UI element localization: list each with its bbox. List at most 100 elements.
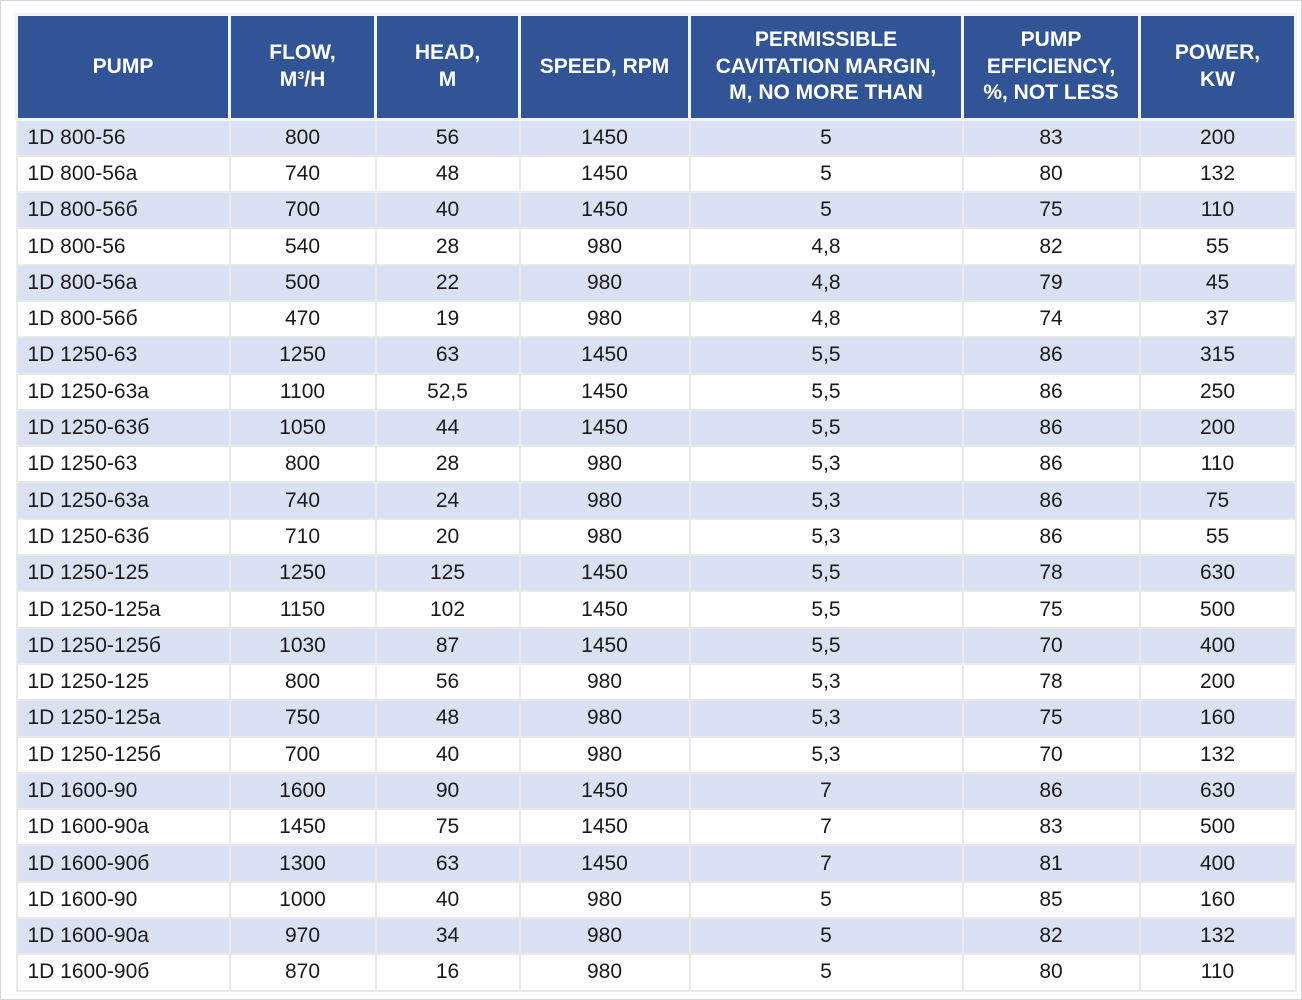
head-cell: 16 bbox=[374, 953, 521, 992]
flow-cell: 1250 bbox=[228, 336, 377, 375]
flow-cell: 800 bbox=[228, 445, 377, 484]
flow-cell: 1250 bbox=[228, 554, 377, 593]
flow-cell: 540 bbox=[228, 227, 377, 266]
table-row: 1D 1600-90 1600 90 1450 7 86 630 bbox=[15, 771, 1297, 811]
power-cell: 200 bbox=[1138, 118, 1297, 157]
power-cell: 55 bbox=[1138, 517, 1297, 557]
head-cell: 63 bbox=[374, 844, 521, 883]
cavitation-margin-cell: 5 bbox=[688, 118, 964, 157]
speed-cell: 1450 bbox=[518, 590, 691, 629]
head-cell: 125 bbox=[374, 554, 521, 593]
column-header-cavitation: PERMISSIBLE CAVITATION MARGIN, M, NO MOR… bbox=[688, 13, 964, 121]
pump-name-cell: 1D 1600-90 bbox=[15, 771, 231, 811]
pump-name-cell: 1D 1600-90б bbox=[15, 844, 231, 883]
pump-name-cell: 1D 1250-63 bbox=[15, 336, 231, 375]
speed-cell: 1450 bbox=[518, 336, 691, 375]
speed-cell: 1450 bbox=[518, 154, 691, 194]
efficiency-cell: 70 bbox=[961, 626, 1141, 665]
flow-cell: 870 bbox=[228, 953, 377, 992]
table-row: 1D 800-56б 700 40 1450 5 75 110 bbox=[15, 191, 1297, 230]
power-cell: 200 bbox=[1138, 662, 1297, 702]
head-cell: 87 bbox=[374, 626, 521, 665]
head-cell: 56 bbox=[374, 662, 521, 702]
power-cell: 500 bbox=[1138, 590, 1297, 629]
head-cell: 48 bbox=[374, 154, 521, 194]
pump-name-cell: 1D 1600-90a bbox=[15, 917, 231, 956]
power-cell: 160 bbox=[1138, 699, 1297, 738]
efficiency-cell: 86 bbox=[961, 481, 1141, 520]
power-cell: 45 bbox=[1138, 263, 1297, 302]
flow-cell: 700 bbox=[228, 735, 377, 774]
efficiency-cell: 75 bbox=[961, 699, 1141, 738]
efficiency-cell: 86 bbox=[961, 445, 1141, 484]
speed-cell: 980 bbox=[518, 263, 691, 302]
power-cell: 160 bbox=[1138, 880, 1297, 920]
speed-cell: 1450 bbox=[518, 372, 691, 411]
cavitation-margin-cell: 5,3 bbox=[688, 699, 964, 738]
power-cell: 200 bbox=[1138, 408, 1297, 448]
table-row: 1D 1600-90б 870 16 980 5 80 110 bbox=[15, 953, 1297, 992]
table-row: 1D 1600-90б 1300 63 1450 7 81 400 bbox=[15, 844, 1297, 883]
efficiency-cell: 86 bbox=[961, 408, 1141, 448]
flow-cell: 1050 bbox=[228, 408, 377, 448]
efficiency-cell: 86 bbox=[961, 517, 1141, 557]
head-cell: 48 bbox=[374, 699, 521, 738]
speed-cell: 1450 bbox=[518, 554, 691, 593]
pump-specs-table: PUMP FLOW, M³/H HEAD, M SPEED, RPM PERMI… bbox=[15, 13, 1297, 992]
head-cell: 52,5 bbox=[374, 372, 521, 411]
efficiency-cell: 82 bbox=[961, 917, 1141, 956]
cavitation-margin-cell: 5,3 bbox=[688, 662, 964, 702]
flow-cell: 1300 bbox=[228, 844, 377, 883]
pump-name-cell: 1D 800-56 bbox=[15, 227, 231, 266]
header-row: PUMP FLOW, M³/H HEAD, M SPEED, RPM PERMI… bbox=[15, 13, 1297, 121]
power-cell: 132 bbox=[1138, 154, 1297, 194]
pump-name-cell: 1D 1600-90a bbox=[15, 808, 231, 847]
speed-cell: 980 bbox=[518, 735, 691, 774]
cavitation-margin-cell: 7 bbox=[688, 808, 964, 847]
flow-cell: 740 bbox=[228, 154, 377, 194]
head-cell: 24 bbox=[374, 481, 521, 520]
head-cell: 34 bbox=[374, 917, 521, 956]
speed-cell: 1450 bbox=[518, 808, 691, 847]
speed-cell: 1450 bbox=[518, 191, 691, 230]
table-row: 1D 1600-90a 1450 75 1450 7 83 500 bbox=[15, 808, 1297, 847]
cavitation-margin-cell: 5 bbox=[688, 917, 964, 956]
cavitation-margin-cell: 5,5 bbox=[688, 336, 964, 375]
flow-cell: 1000 bbox=[228, 880, 377, 920]
power-cell: 132 bbox=[1138, 735, 1297, 774]
pump-name-cell: 1D 800-56a bbox=[15, 263, 231, 302]
power-cell: 110 bbox=[1138, 953, 1297, 992]
table-row: 1D 1250-63a 1100 52,5 1450 5,5 86 250 bbox=[15, 372, 1297, 411]
pump-name-cell: 1D 1250-63a bbox=[15, 372, 231, 411]
table-row: 1D 800-56 540 28 980 4,8 82 55 bbox=[15, 227, 1297, 266]
table-row: 1D 1250-63 800 28 980 5,3 86 110 bbox=[15, 445, 1297, 484]
power-cell: 500 bbox=[1138, 808, 1297, 847]
power-cell: 110 bbox=[1138, 445, 1297, 484]
table-row: 1D 1250-125б 700 40 980 5,3 70 132 bbox=[15, 735, 1297, 774]
table-row: 1D 800-56a 500 22 980 4,8 79 45 bbox=[15, 263, 1297, 302]
head-cell: 40 bbox=[374, 735, 521, 774]
flow-cell: 700 bbox=[228, 191, 377, 230]
table-row: 1D 1250-63a 740 24 980 5,3 86 75 bbox=[15, 481, 1297, 520]
cavitation-margin-cell: 5,5 bbox=[688, 372, 964, 411]
flow-cell: 970 bbox=[228, 917, 377, 956]
table-row: 1D 800-56 800 56 1450 5 83 200 bbox=[15, 118, 1297, 157]
column-header-efficiency: PUMP EFFICIENCY, %, NOT LESS bbox=[961, 13, 1141, 121]
table-row: 1D 1250-63б 1050 44 1450 5,5 86 200 bbox=[15, 408, 1297, 448]
power-cell: 630 bbox=[1138, 771, 1297, 811]
efficiency-cell: 82 bbox=[961, 227, 1141, 266]
speed-cell: 980 bbox=[518, 481, 691, 520]
head-cell: 28 bbox=[374, 227, 521, 266]
cavitation-margin-cell: 7 bbox=[688, 844, 964, 883]
column-header-flow: FLOW, M³/H bbox=[228, 13, 377, 121]
pump-name-cell: 1D 1250-63б bbox=[15, 408, 231, 448]
efficiency-cell: 86 bbox=[961, 372, 1141, 411]
head-cell: 20 bbox=[374, 517, 521, 557]
speed-cell: 1450 bbox=[518, 626, 691, 665]
cavitation-margin-cell: 5,3 bbox=[688, 445, 964, 484]
speed-cell: 1450 bbox=[518, 118, 691, 157]
cavitation-margin-cell: 5 bbox=[688, 154, 964, 194]
pump-name-cell: 1D 1250-63 bbox=[15, 445, 231, 484]
cavitation-margin-cell: 5,5 bbox=[688, 590, 964, 629]
